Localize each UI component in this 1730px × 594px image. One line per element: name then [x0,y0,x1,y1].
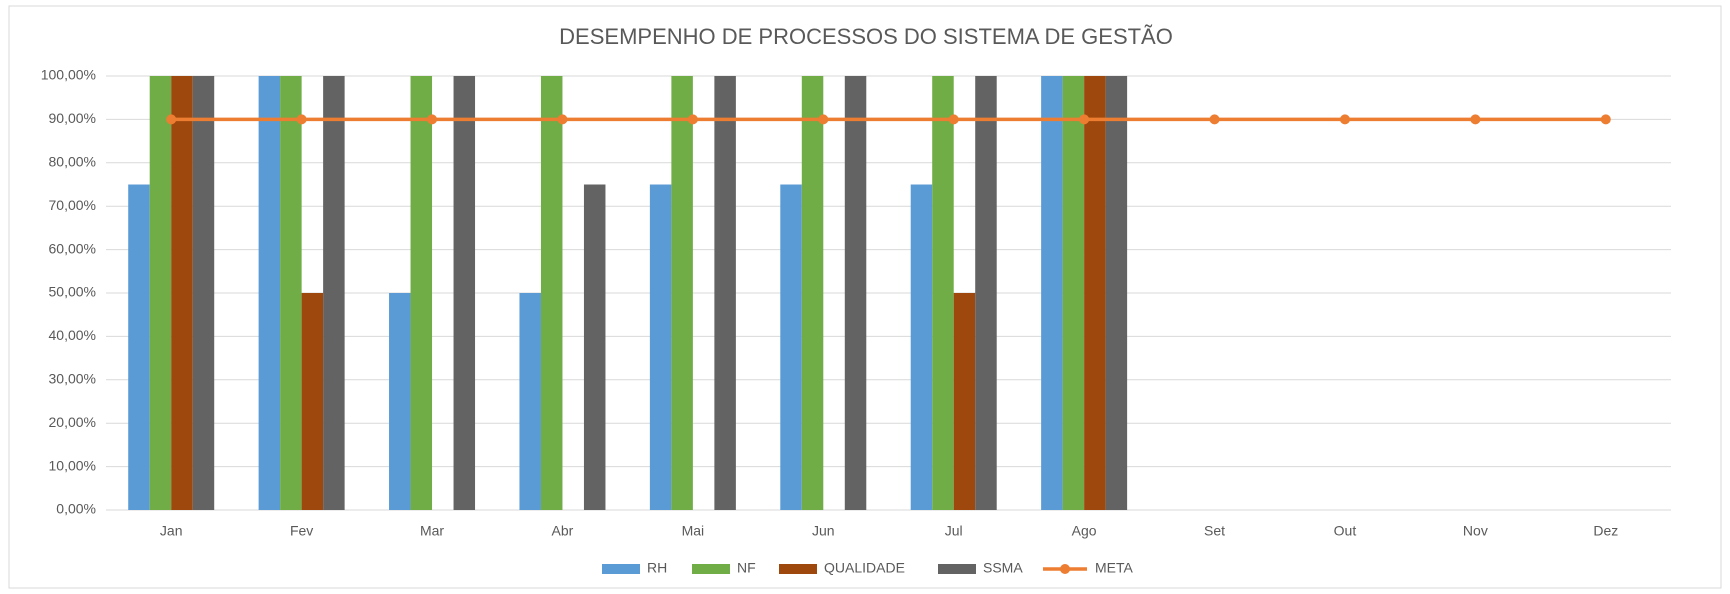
x-tick-label: Dez [1593,523,1618,539]
bar [323,76,345,510]
x-tick-label: Mar [420,523,444,539]
y-tick-label: 40,00% [49,327,96,343]
bar [519,293,541,510]
line-marker [1209,114,1220,125]
x-tick-label: Mai [682,523,705,539]
bar [149,76,172,510]
y-tick-label: 90,00% [49,110,96,126]
bar [1084,76,1106,510]
line-marker [818,114,829,125]
bar [171,76,193,510]
y-tick-label: 70,00% [49,197,96,213]
legend-marker [1060,564,1070,574]
bar [258,76,281,510]
bar [910,184,933,510]
chart-title: DESEMPENHO DE PROCESSOS DO SISTEMA DE GE… [559,24,1173,49]
bar [714,76,736,510]
bar [649,184,672,510]
bar [671,76,693,510]
y-tick-label: 80,00% [49,154,96,170]
x-tick-label: Abr [552,523,574,539]
line-marker [1079,114,1090,125]
legend-label: META [1095,560,1134,576]
y-tick-label: 60,00% [49,240,96,256]
bar [301,293,324,510]
bar [128,184,150,510]
y-tick-label: 0,00% [56,501,96,517]
y-tick-label: 20,00% [49,414,96,430]
bar [1105,76,1128,510]
bar [453,76,476,510]
bar [389,293,411,510]
legend-swatch [938,564,976,574]
line-marker [1470,114,1481,125]
bar [583,184,606,510]
bar [844,76,867,510]
bar [280,76,302,510]
bar [975,76,997,510]
y-tick-label: 50,00% [49,284,96,300]
bar [1062,76,1085,510]
line-marker [166,114,177,125]
line-marker [296,114,307,125]
bar [192,76,215,510]
bar [932,76,954,510]
bar [1041,76,1063,510]
legend-label: RH [647,560,667,576]
bar [953,293,976,510]
legend-swatch [602,564,640,574]
legend-swatch [692,564,730,574]
line-marker [557,114,568,125]
bar [780,184,802,510]
x-tick-label: Ago [1072,523,1097,539]
line-marker [1339,114,1350,125]
y-tick-label: 30,00% [49,371,96,387]
x-tick-label: Out [1334,523,1357,539]
x-tick-label: Jan [160,523,183,539]
x-tick-label: Jul [945,523,963,539]
line-marker [687,114,698,125]
x-tick-label: Jun [812,523,835,539]
y-tick-label: 100,00% [41,67,96,83]
bar [410,76,433,510]
x-tick-label: Nov [1463,523,1488,539]
y-tick-label: 10,00% [49,457,96,473]
legend-label: QUALIDADE [824,560,905,576]
bar [540,76,563,510]
legend-swatch [779,564,817,574]
line-marker [427,114,438,125]
x-tick-label: Fev [290,523,313,539]
x-tick-label: Set [1204,523,1225,539]
line-marker [948,114,959,125]
legend-label: NF [737,560,756,576]
bar [801,76,824,510]
legend-label: SSMA [983,560,1023,576]
line-marker [1600,114,1611,125]
